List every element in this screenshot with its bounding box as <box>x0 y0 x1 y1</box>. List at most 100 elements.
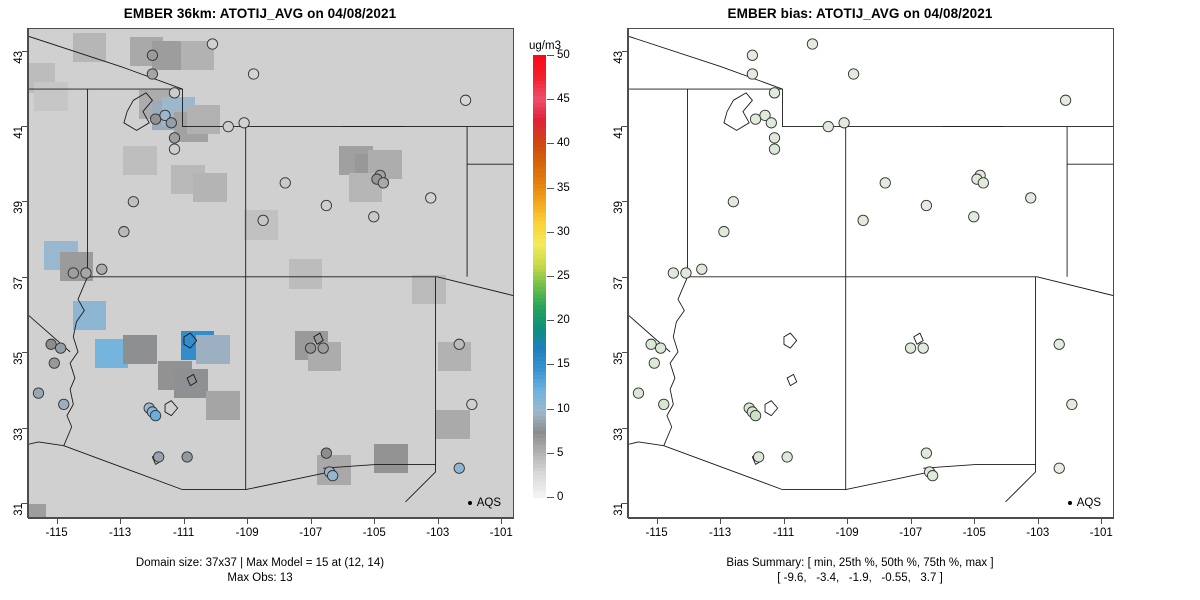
aqs-observation-marker[interactable] <box>768 132 781 144</box>
aqs-observation-marker[interactable] <box>718 226 730 238</box>
aqs-observation-marker[interactable] <box>753 451 765 463</box>
aqs-observation-marker[interactable] <box>1025 192 1037 204</box>
aqs-observation-marker[interactable] <box>765 117 777 129</box>
aqs-observation-marker[interactable] <box>118 226 130 238</box>
aqs-observation-marker[interactable] <box>247 68 260 80</box>
y-axis-tick <box>22 50 28 52</box>
aqs-observation-marker[interactable] <box>645 338 657 350</box>
aqs-observation-marker[interactable] <box>238 117 250 129</box>
aqs-observation-marker[interactable] <box>149 113 162 125</box>
aqs-observation-marker[interactable] <box>127 196 139 208</box>
aqs-observation-marker[interactable] <box>1053 462 1065 474</box>
aqs-observation-marker[interactable] <box>45 338 57 350</box>
aqs-observation-marker[interactable] <box>920 447 932 459</box>
colorbar-segment <box>533 467 546 472</box>
aqs-observation-marker[interactable] <box>320 199 332 212</box>
y-axis-tick-label: 35 <box>13 352 25 365</box>
colorbar-segment <box>533 239 546 244</box>
aqs-observation-marker[interactable] <box>655 342 667 354</box>
aqs-observation-marker[interactable] <box>146 49 159 61</box>
aqs-observation-marker[interactable] <box>917 342 929 354</box>
x-axis-tick-label: -103 <box>426 527 450 539</box>
aqs-observation-marker[interactable] <box>746 68 759 80</box>
aqs-observation-marker[interactable] <box>749 113 762 125</box>
bias-map-frame[interactable]: AQS <box>628 28 1114 518</box>
aqs-observation-marker[interactable] <box>781 451 793 463</box>
x-axis-tick <box>501 518 503 524</box>
aqs-observation-marker[interactable] <box>648 357 660 369</box>
aqs-observation-marker[interactable] <box>279 177 291 189</box>
colorbar-segment <box>533 150 546 156</box>
aqs-observation-marker[interactable] <box>977 177 989 189</box>
aqs-observation-marker[interactable] <box>746 49 759 61</box>
colorbar-segment <box>533 161 546 167</box>
colorbar-segment <box>533 393 546 399</box>
aqs-observation-marker[interactable] <box>146 68 159 80</box>
aqs-observation-marker[interactable] <box>206 38 219 50</box>
aqs-observation-marker[interactable] <box>257 214 269 227</box>
aqs-observation-marker[interactable] <box>838 117 850 129</box>
aqs-observation-marker[interactable] <box>453 462 465 474</box>
aqs-observation-marker[interactable] <box>159 109 171 121</box>
aqs-observation-marker[interactable] <box>696 263 708 275</box>
aqs-observation-marker[interactable] <box>1059 94 1072 106</box>
aqs-observation-marker[interactable] <box>904 342 917 354</box>
colorbar-segment <box>533 290 546 296</box>
aqs-observation-marker[interactable] <box>168 143 181 155</box>
aqs-observation-marker[interactable] <box>879 177 891 189</box>
aqs-observation-marker[interactable] <box>377 177 389 189</box>
aqs-observation-marker[interactable] <box>181 451 193 463</box>
aqs-observation-marker[interactable] <box>80 267 92 279</box>
aqs-observation-marker[interactable] <box>680 267 692 279</box>
aqs-observation-marker[interactable] <box>759 109 771 121</box>
aqs-observation-marker[interactable] <box>304 342 317 354</box>
y-axis-tick-label: 41 <box>613 126 625 139</box>
aqs-observation-marker[interactable] <box>32 387 45 399</box>
aqs-observation-marker[interactable] <box>453 338 465 350</box>
model-map-frame[interactable]: AQS <box>28 28 514 518</box>
aqs-observation-marker[interactable] <box>459 94 472 106</box>
aqs-observation-marker[interactable] <box>327 470 339 482</box>
aqs-observation-marker[interactable] <box>96 263 108 275</box>
aqs-observation-marker[interactable] <box>153 451 165 463</box>
aqs-observation-marker[interactable] <box>768 87 781 99</box>
aqs-observation-marker[interactable] <box>847 68 860 80</box>
aqs-observation-marker[interactable] <box>58 398 70 410</box>
aqs-observation-marker[interactable] <box>67 267 79 279</box>
aqs-observation-marker[interactable] <box>749 409 762 422</box>
aqs-observation-marker[interactable] <box>727 196 739 208</box>
observation-markers[interactable] <box>29 29 513 517</box>
aqs-observation-marker[interactable] <box>425 192 437 204</box>
aqs-observation-marker[interactable] <box>806 38 819 50</box>
aqs-observation-marker[interactable] <box>55 342 67 354</box>
aqs-observation-marker[interactable] <box>48 357 60 369</box>
aqs-observation-marker[interactable] <box>168 132 181 144</box>
aqs-observation-marker[interactable] <box>1053 338 1065 350</box>
colorbar-segment <box>533 283 546 288</box>
bias-markers[interactable] <box>629 29 1113 517</box>
aqs-observation-marker[interactable] <box>168 87 181 99</box>
aqs-observation-marker[interactable] <box>317 342 329 354</box>
colorbar-segment <box>533 397 546 402</box>
aqs-observation-marker[interactable] <box>222 120 234 133</box>
aqs-observation-marker[interactable] <box>1066 398 1078 410</box>
aqs-observation-marker[interactable] <box>320 447 332 459</box>
colorbar-segment <box>533 287 546 292</box>
aqs-observation-marker[interactable] <box>149 409 162 422</box>
x-axis-tick <box>1101 518 1103 524</box>
colorbar-segment <box>533 463 546 469</box>
aqs-observation-marker[interactable] <box>466 398 478 410</box>
aqs-observation-marker[interactable] <box>768 143 781 155</box>
aqs-observation-marker[interactable] <box>632 387 645 399</box>
aqs-observation-marker[interactable] <box>165 117 177 129</box>
colorbar-segment <box>533 206 546 211</box>
aqs-observation-marker[interactable] <box>857 214 869 227</box>
aqs-observation-marker[interactable] <box>822 120 834 133</box>
aqs-observation-marker[interactable] <box>968 211 980 223</box>
aqs-observation-marker[interactable] <box>658 398 670 410</box>
aqs-observation-marker[interactable] <box>368 211 380 223</box>
x-axis-tick <box>374 518 376 524</box>
aqs-observation-marker[interactable] <box>927 470 939 482</box>
aqs-observation-marker[interactable] <box>667 267 679 279</box>
aqs-observation-marker[interactable] <box>920 199 932 212</box>
